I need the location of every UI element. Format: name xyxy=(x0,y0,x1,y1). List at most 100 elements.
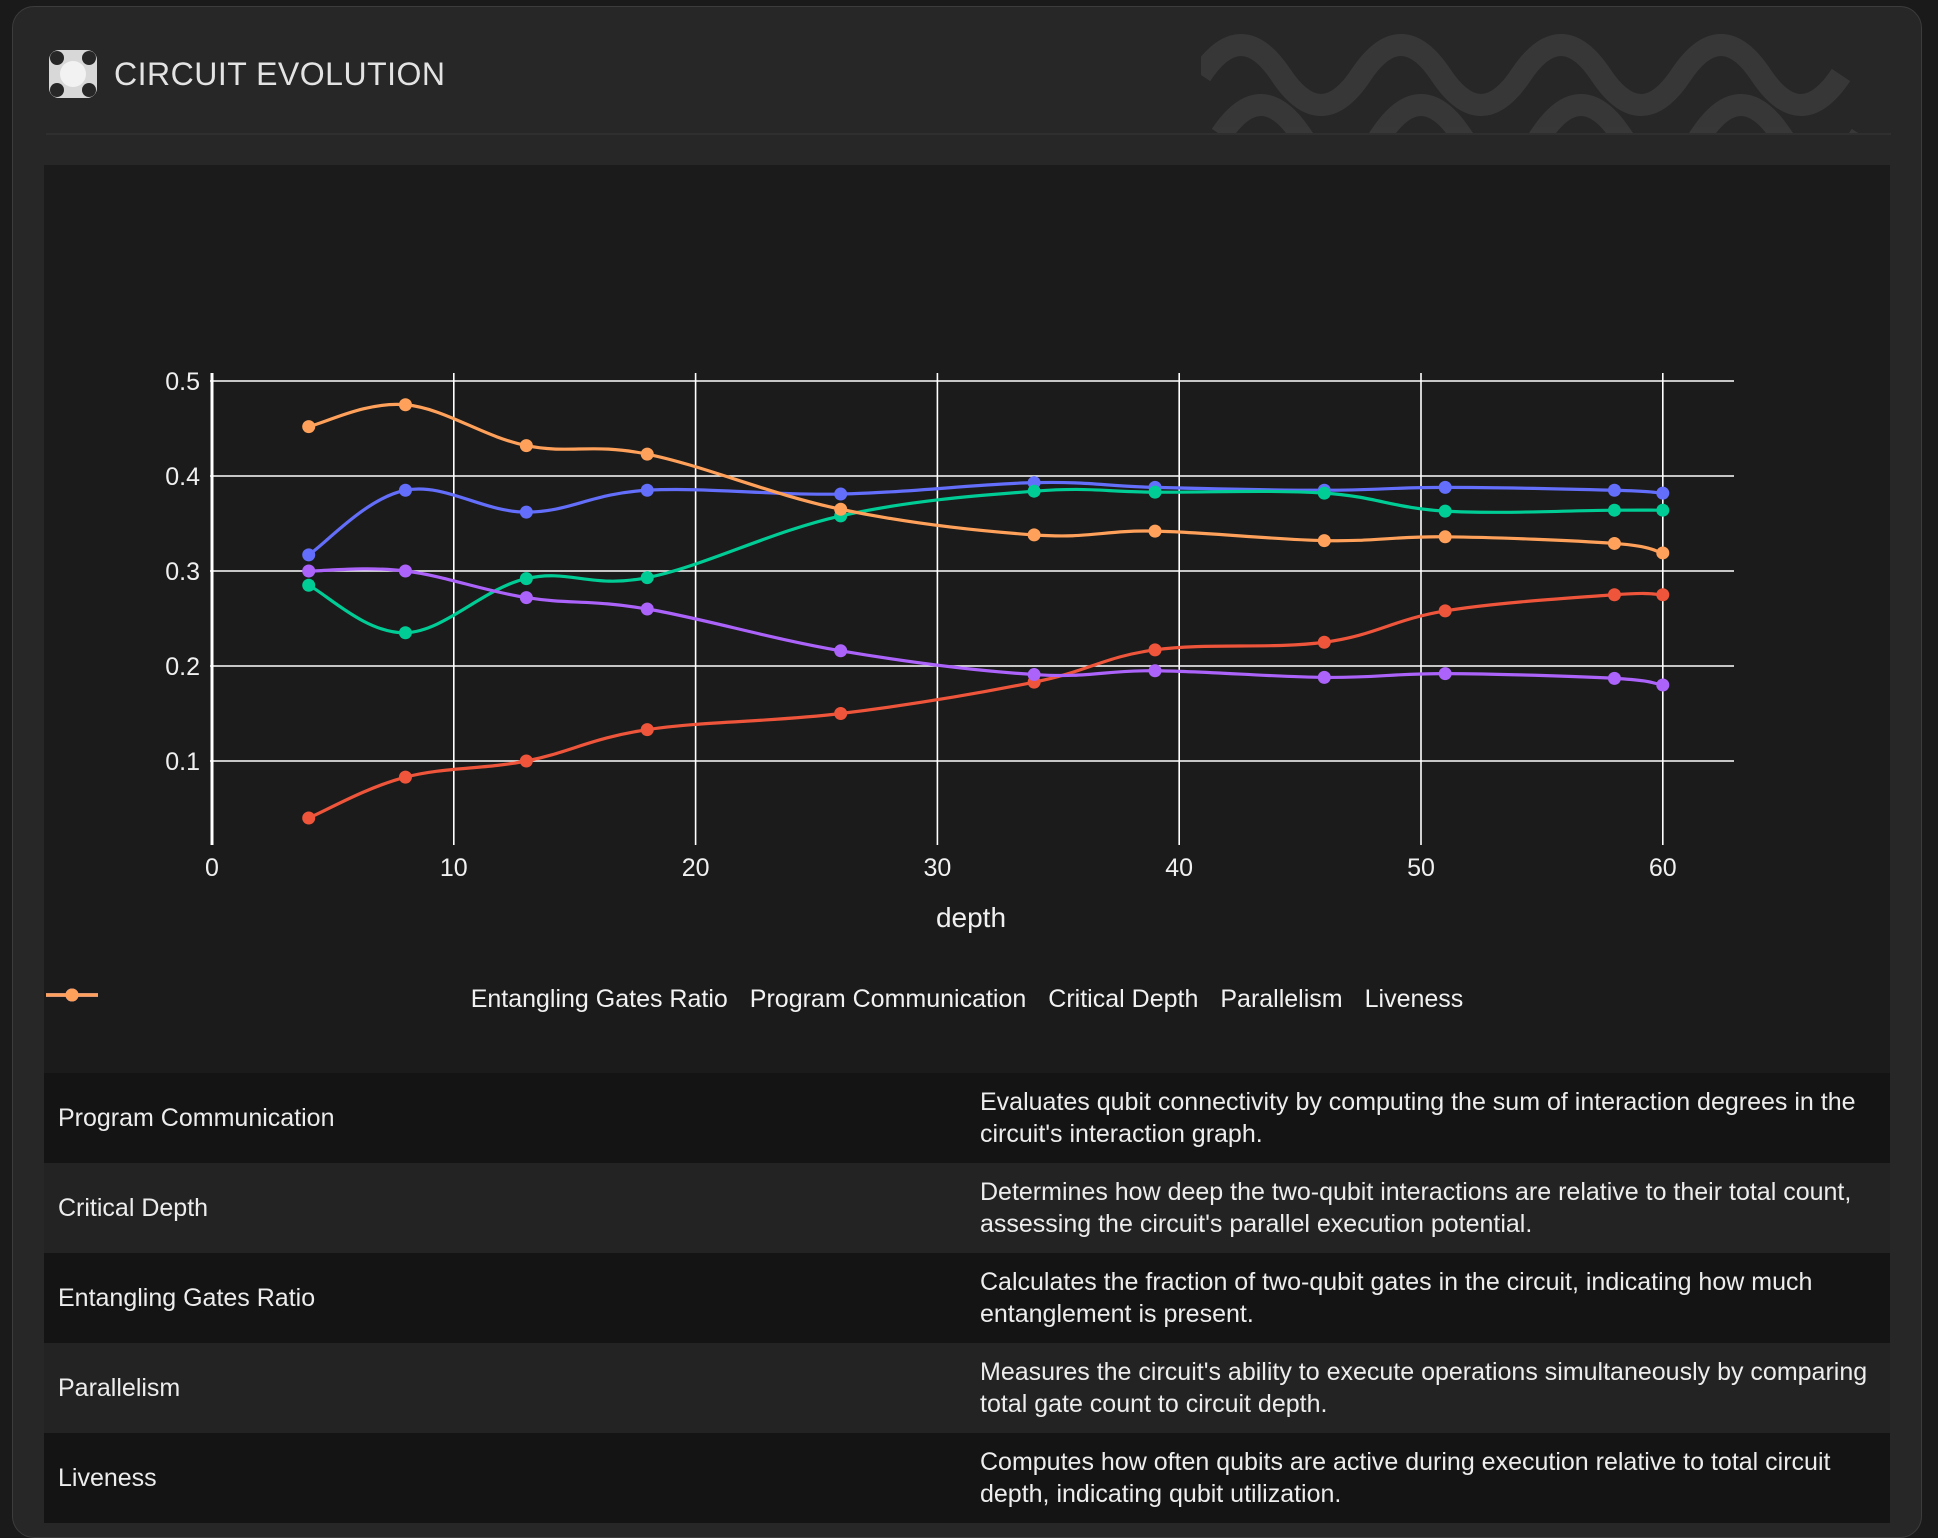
metrics-table: Program Communication Evaluates qubit con… xyxy=(44,1073,1890,1523)
data-point-parallelism[interactable] xyxy=(1148,664,1162,678)
legend-item[interactable]: Parallelism xyxy=(46,985,1343,1014)
x-tick-label: 50 xyxy=(1407,854,1435,882)
legend-label: Parallelism xyxy=(1220,985,1343,1013)
data-point-liveness[interactable] xyxy=(1027,528,1041,542)
data-point-critical-depth[interactable] xyxy=(1607,503,1621,517)
header-divider xyxy=(46,133,1891,135)
y-tick-label: 0.2 xyxy=(165,653,200,681)
y-tick-label: 0.5 xyxy=(165,368,200,396)
series-line-program-communication xyxy=(308,591,1663,820)
data-point-critical-depth[interactable] xyxy=(398,626,412,640)
data-point-parallelism[interactable] xyxy=(398,564,412,578)
chart-area: 0.1 0.2 0.3 0.4 0.5 0 10 20 30 40 50 60 depth Entang… xyxy=(44,165,1890,1073)
data-point-parallelism[interactable] xyxy=(1027,668,1041,682)
data-point-liveness[interactable] xyxy=(302,420,316,434)
data-point-program-communication[interactable] xyxy=(1317,635,1331,649)
data-point-program-communication[interactable] xyxy=(519,754,533,768)
data-point-parallelism[interactable] xyxy=(640,602,654,616)
legend-label: Entangling Gates Ratio xyxy=(470,985,728,1013)
metric-description: Calculates the fraction of two-qubit gat… xyxy=(966,1253,1890,1343)
y-tick-label: 0.3 xyxy=(165,558,200,586)
x-tick-label: 40 xyxy=(1165,854,1193,882)
data-point-parallelism[interactable] xyxy=(1607,671,1621,685)
metric-description: Computes how often qubits are active dur… xyxy=(966,1433,1890,1523)
data-point-liveness[interactable] xyxy=(640,447,654,461)
data-point-program-communication[interactable] xyxy=(1148,643,1162,657)
panel-title: CIRCUIT EVOLUTION xyxy=(114,55,446,92)
data-point-entangling-gates-ratio[interactable] xyxy=(1607,483,1621,497)
data-point-program-communication[interactable] xyxy=(302,811,316,825)
data-point-critical-depth[interactable] xyxy=(1317,486,1331,500)
table-row: Program Communication Evaluates qubit con… xyxy=(44,1073,1890,1163)
data-point-parallelism[interactable] xyxy=(302,564,316,578)
data-point-liveness[interactable] xyxy=(1607,536,1621,550)
data-point-liveness[interactable] xyxy=(1438,530,1452,544)
data-point-parallelism[interactable] xyxy=(834,644,848,658)
data-point-parallelism[interactable] xyxy=(519,591,533,605)
data-point-parallelism[interactable] xyxy=(1656,678,1670,692)
data-point-program-communication[interactable] xyxy=(1607,588,1621,602)
x-axis-title: depth xyxy=(936,902,1006,933)
data-point-critical-depth[interactable] xyxy=(640,571,654,585)
legend-swatch-icon xyxy=(46,988,98,1002)
table-row: Liveness Computes how often qubits are ac… xyxy=(44,1433,1890,1523)
line-chart: 0.1 0.2 0.3 0.4 0.5 0 10 20 30 40 50 60 depth xyxy=(165,368,1734,933)
data-point-critical-depth[interactable] xyxy=(1027,484,1041,498)
data-point-entangling-gates-ratio[interactable] xyxy=(398,483,412,497)
metric-description: Determines how deep the two-qubit intera… xyxy=(966,1163,1890,1253)
data-point-entangling-gates-ratio[interactable] xyxy=(834,487,848,501)
legend-item[interactable]: Liveness xyxy=(46,985,1464,1014)
data-point-critical-depth[interactable] xyxy=(1148,485,1162,499)
decorative-wave-pattern xyxy=(1201,34,1861,135)
series-line-liveness xyxy=(308,402,1664,555)
legend-item[interactable]: Critical Depth xyxy=(46,985,1198,1014)
data-point-liveness[interactable] xyxy=(1656,546,1670,560)
series-line-critical-depth xyxy=(307,487,1663,635)
data-point-liveness[interactable] xyxy=(519,439,533,453)
legend-label: Program Communication xyxy=(749,985,1027,1013)
metric-name: Parallelism xyxy=(44,1343,966,1433)
legend-item[interactable]: Entangling Gates Ratio xyxy=(46,985,728,1014)
data-point-program-communication[interactable] xyxy=(640,723,654,737)
data-point-parallelism[interactable] xyxy=(1438,667,1452,681)
data-point-entangling-gates-ratio[interactable] xyxy=(1656,486,1670,500)
data-point-program-communication[interactable] xyxy=(1656,588,1670,602)
legend-item[interactable]: Program Communication xyxy=(46,985,1027,1014)
data-point-entangling-gates-ratio[interactable] xyxy=(640,483,654,497)
table-row: Critical Depth Determines how deep the tw… xyxy=(44,1163,1890,1253)
data-point-entangling-gates-ratio[interactable] xyxy=(302,548,316,562)
data-point-liveness[interactable] xyxy=(1317,534,1331,548)
data-point-entangling-gates-ratio[interactable] xyxy=(519,505,533,519)
table-row: Entangling Gates Ratio Calculates the fra… xyxy=(44,1253,1890,1343)
metric-name: Entangling Gates Ratio xyxy=(44,1253,966,1343)
data-point-program-communication[interactable] xyxy=(834,707,848,720)
x-tick-label: 20 xyxy=(682,854,710,882)
x-tick-label: 0 xyxy=(205,854,219,882)
data-point-liveness[interactable] xyxy=(398,398,412,412)
x-tick-label: 10 xyxy=(440,854,468,882)
data-point-critical-depth[interactable] xyxy=(302,578,316,592)
data-point-program-communication[interactable] xyxy=(1438,604,1452,618)
series-line-entangling-gates-ratio xyxy=(307,480,1663,557)
legend-label: Liveness xyxy=(1364,985,1464,1013)
clover-logo-icon xyxy=(49,50,97,98)
x-tick-label: 60 xyxy=(1649,854,1677,882)
metric-name: Program Communication xyxy=(44,1073,966,1163)
data-point-parallelism[interactable] xyxy=(1317,670,1331,684)
data-point-critical-depth[interactable] xyxy=(1438,504,1452,518)
metric-description: Evaluates qubit connectivity by computin… xyxy=(966,1073,1890,1163)
y-tick-label: 0.4 xyxy=(165,463,200,491)
data-point-critical-depth[interactable] xyxy=(519,572,533,586)
data-point-entangling-gates-ratio[interactable] xyxy=(1438,480,1452,494)
data-point-critical-depth[interactable] xyxy=(1656,503,1670,517)
metric-name: Liveness xyxy=(44,1433,966,1523)
data-point-liveness[interactable] xyxy=(1148,524,1162,538)
metric-name: Critical Depth xyxy=(44,1163,966,1253)
y-tick-label: 0.1 xyxy=(165,748,200,776)
panel-header: CIRCUIT EVOLUTION xyxy=(46,41,1891,107)
series-line-parallelism xyxy=(308,567,1664,687)
metric-description: Measures the circuit's ability to execut… xyxy=(966,1343,1890,1433)
data-point-liveness[interactable] xyxy=(834,502,848,516)
data-point-program-communication[interactable] xyxy=(398,770,412,784)
table-row: Parallelism Measures the circuit's abilit… xyxy=(44,1343,1890,1433)
